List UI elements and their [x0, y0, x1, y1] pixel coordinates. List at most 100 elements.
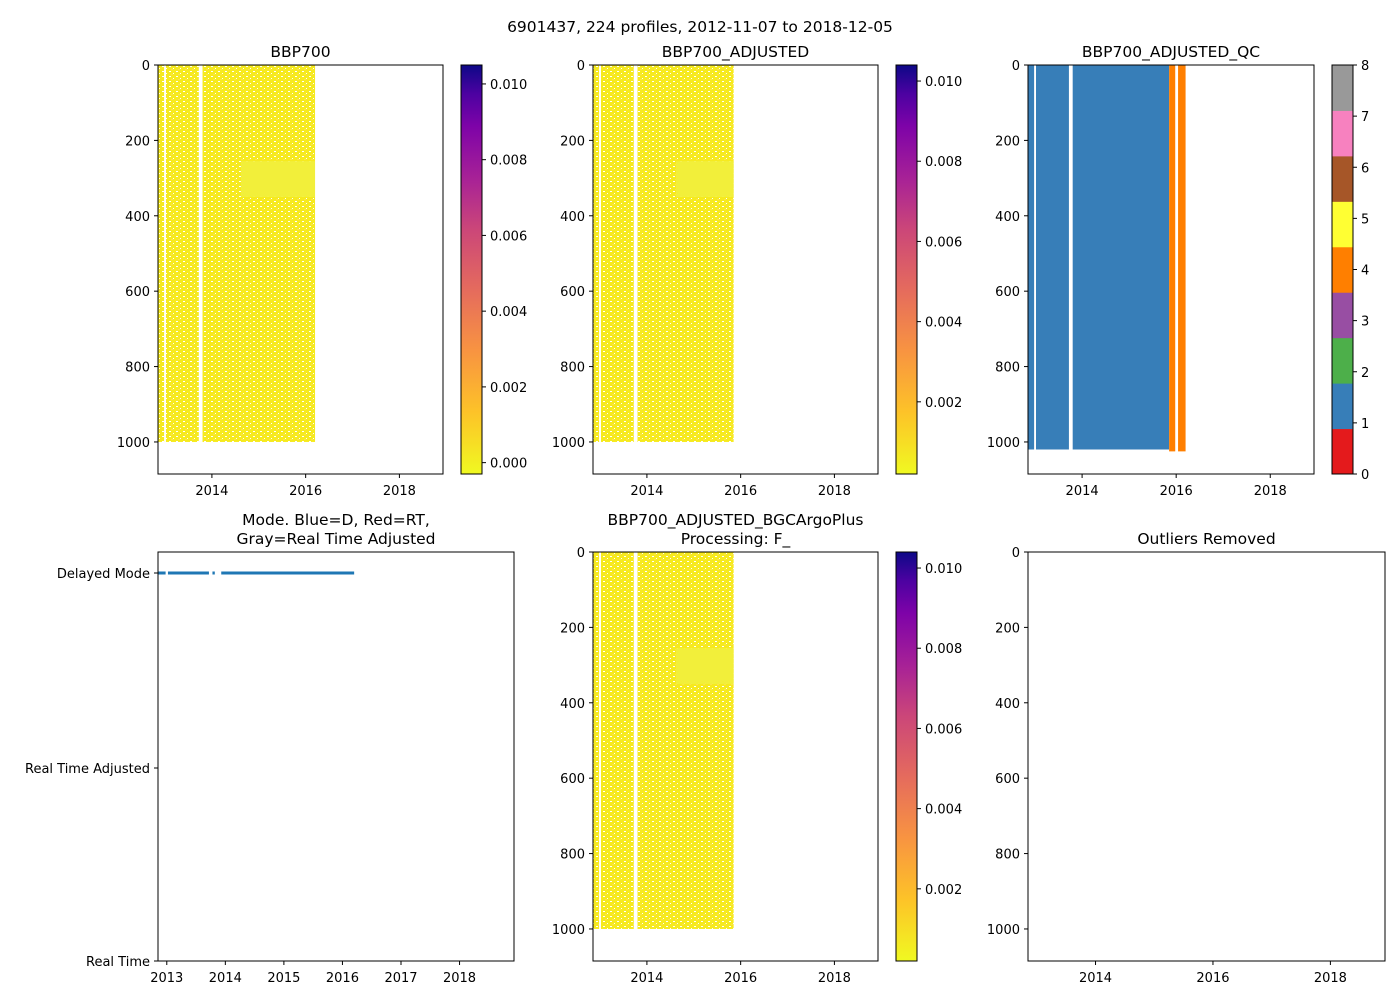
data-gap [633, 552, 638, 929]
panel-qc: 2014 2016 2018 0 200 400 600 800 1000 0 1 2 3 4 5 6 7 8 [987, 59, 1369, 499]
colorbar-frame [895, 551, 918, 962]
panel-title-qc: BBP700_ADJUSTED_QC [1082, 43, 1260, 62]
y-tick-label: 400 [995, 697, 1020, 712]
colorbar-tick-label: 5 [1361, 212, 1369, 227]
y-tick-label: 200 [995, 621, 1020, 636]
panel-title-outliers: Outliers Removed [1137, 530, 1275, 548]
colorbar-tick-label: 0 [1361, 468, 1369, 483]
colorbar-tick-label: 0.008 [925, 155, 962, 170]
axes-frame [592, 64, 879, 475]
qc-flag-1-block [1028, 65, 1170, 450]
colorbar-tick-label: 0.002 [490, 381, 527, 396]
x-tick-label: 2018 [1314, 971, 1347, 986]
x-tick-label: 2016 [326, 971, 359, 986]
y-tick-label: 400 [560, 697, 585, 712]
colorbar-swatch [1332, 337, 1353, 384]
y-tick-label: Real Time Adjusted [25, 762, 150, 777]
colorbar-tick-label: 1 [1361, 417, 1369, 432]
panel-bgc: 2014 2016 2018 0 200 400 600 800 1000 0.002 0.004 0… [552, 546, 962, 986]
data-gap [599, 65, 601, 442]
y-tick-label: 1000 [552, 436, 585, 451]
colorbar-tick-label: 0.000 [490, 457, 527, 472]
colorbar-tick-label: 0.002 [925, 396, 962, 411]
y-tick-label: 1000 [987, 923, 1020, 938]
x-tick-label: 2014 [1066, 484, 1099, 499]
depth-band [675, 648, 734, 684]
axes-frame [157, 64, 444, 475]
y-tick-label: 200 [125, 134, 150, 149]
colorbar-tick-label: 0.010 [925, 75, 962, 90]
data-gap [1175, 65, 1179, 454]
colorbar-tick-label: 0.004 [925, 316, 962, 331]
data-gap [633, 65, 638, 442]
x-tick-label: 2016 [724, 484, 757, 499]
data-gap [1068, 65, 1073, 454]
y-tick-label: 400 [125, 210, 150, 225]
panel-title-bgc-line1: BBP700_ADJUSTED_BGCArgoPlus [608, 511, 864, 530]
x-tick-label: 2016 [1160, 484, 1193, 499]
colorbar-frame [460, 64, 483, 475]
data-gap [599, 552, 601, 929]
colorbar-tick-label: 8 [1361, 59, 1369, 74]
colorbar-gradient [896, 552, 917, 961]
y-tick-label: 400 [560, 210, 585, 225]
depth-band [240, 161, 316, 197]
axes-frame [592, 551, 879, 962]
y-tick-label: 800 [995, 361, 1020, 376]
panel-bbp700: 2014 2016 2018 0 200 400 600 800 1000 0.000 0.002 0… [117, 59, 527, 499]
x-tick-label: 2014 [1079, 971, 1112, 986]
y-tick-label: 0 [577, 546, 585, 561]
figure-suptitle: 6901437, 224 profiles, 2012-11-07 to 201… [507, 18, 893, 36]
section-fill [593, 552, 734, 929]
y-tick-label: 0 [1012, 59, 1020, 74]
panel-title-mode-line1: Mode. Blue=D, Red=RT, [242, 511, 430, 529]
colorbar-tick-label: 0.010 [490, 78, 527, 93]
y-tick-label: 400 [995, 210, 1020, 225]
colorbar-tick-label: 0.004 [925, 803, 962, 818]
colorbar-swatch [1332, 65, 1353, 111]
colorbar-tick-label: 3 [1361, 315, 1369, 330]
section-fill [158, 65, 316, 442]
x-tick-label: 2016 [1196, 971, 1229, 986]
y-tick-label: 600 [995, 772, 1020, 787]
colorbar-tick-label: 7 [1361, 110, 1369, 125]
colorbar-gradient [896, 65, 917, 474]
colorbar-tick-label: 4 [1361, 264, 1369, 279]
y-tick-label: 0 [577, 59, 585, 74]
colorbar-tick-label: 0.002 [925, 883, 962, 898]
data-gap [198, 65, 203, 442]
x-tick-label: 2013 [150, 971, 183, 986]
colorbar-tick-label: 0.006 [490, 229, 527, 244]
y-tick-label: 0 [1012, 546, 1020, 561]
section-fill [593, 65, 734, 442]
y-tick-label: Delayed Mode [57, 567, 150, 582]
x-tick-label: 2018 [818, 971, 851, 986]
y-tick-label: 1000 [987, 436, 1020, 451]
y-tick-label: 600 [125, 285, 150, 300]
y-tick-label: 800 [125, 361, 150, 376]
depth-band [675, 161, 734, 197]
y-tick-label: 800 [995, 848, 1020, 863]
colorbar-tick-label: 2 [1361, 366, 1369, 381]
y-tick-label: 200 [995, 134, 1020, 149]
colorbar-swatch [1332, 246, 1353, 293]
x-tick-label: 2018 [443, 971, 476, 986]
x-tick-label: 2017 [384, 971, 417, 986]
y-tick-label: 600 [995, 285, 1020, 300]
y-tick-label: 200 [560, 621, 585, 636]
y-tick-label: 600 [560, 772, 585, 787]
y-tick-label: 800 [560, 848, 585, 863]
panel-title-bbp700: BBP700 [270, 43, 330, 61]
colorbar-tick-label: 0.004 [490, 305, 527, 320]
axes-frame [157, 551, 515, 962]
panel-adjusted: 2014 2016 2018 0 200 400 600 800 1000 0.002 0.004 0… [552, 59, 962, 499]
colorbar-swatch [1332, 383, 1353, 430]
colorbar-tick-label: 0.006 [925, 235, 962, 250]
colorbar-tick-label: 6 [1361, 161, 1369, 176]
y-tick-label: Real Time [86, 955, 150, 970]
axes-frame [1027, 64, 1315, 475]
y-tick-label: 200 [560, 134, 585, 149]
x-tick-label: 2014 [195, 484, 228, 499]
colorbar-tick-label: 0.008 [490, 154, 527, 169]
x-tick-label: 2016 [289, 484, 322, 499]
